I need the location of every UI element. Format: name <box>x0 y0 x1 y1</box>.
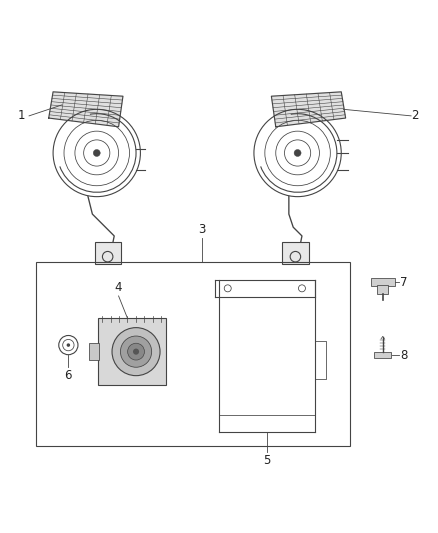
Circle shape <box>112 328 160 376</box>
Bar <box>98 318 166 385</box>
Polygon shape <box>272 92 346 127</box>
Text: 1: 1 <box>18 109 26 123</box>
Circle shape <box>67 343 70 347</box>
Text: 6: 6 <box>65 369 72 382</box>
Text: 2: 2 <box>411 109 419 123</box>
Text: 8: 8 <box>400 349 408 361</box>
Text: 7: 7 <box>400 276 408 289</box>
Text: 3: 3 <box>198 223 205 236</box>
Circle shape <box>127 343 145 360</box>
Bar <box>371 278 395 286</box>
Circle shape <box>93 149 100 157</box>
Bar <box>283 243 308 264</box>
Bar <box>374 352 392 358</box>
Circle shape <box>120 336 152 367</box>
Bar <box>89 343 99 360</box>
Bar <box>35 262 350 446</box>
Circle shape <box>133 349 139 354</box>
Text: 4: 4 <box>115 281 122 294</box>
Circle shape <box>294 149 301 157</box>
Bar <box>378 285 388 294</box>
Text: 5: 5 <box>263 454 271 467</box>
Bar <box>95 243 121 264</box>
Polygon shape <box>49 92 123 127</box>
